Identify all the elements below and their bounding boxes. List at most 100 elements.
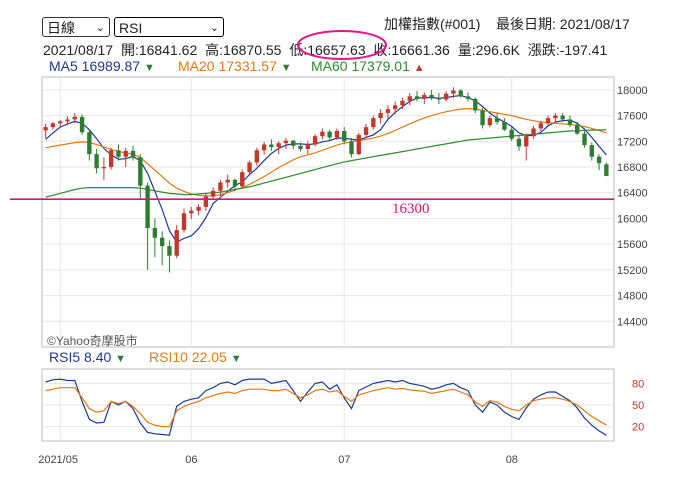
candle-body	[400, 100, 405, 106]
candle-body	[538, 123, 544, 129]
candle-body	[553, 115, 558, 119]
highlight-ellipse	[297, 30, 387, 60]
down-triangle-icon: ▼	[230, 353, 242, 365]
rsi5-line	[45, 378, 607, 436]
candle-body	[130, 150, 136, 158]
candle-body	[247, 162, 252, 173]
candle-body	[443, 93, 449, 100]
candle-body	[65, 119, 70, 122]
last-date: 最後日期: 2021/08/17	[496, 16, 630, 32]
candle-body	[385, 109, 391, 113]
candle-body	[298, 145, 303, 149]
stock-title: 加權指數(#001)	[384, 16, 481, 32]
candle-body	[72, 116, 77, 120]
candle-body	[349, 141, 354, 155]
candle-body	[458, 90, 463, 97]
price-tick-label: 15200	[617, 265, 648, 277]
rsi10-line	[45, 387, 607, 428]
candle-body	[451, 90, 456, 94]
quote-date: 2021/08/17	[43, 42, 114, 58]
indicator-select-value: RSI	[119, 20, 143, 36]
candle-body	[94, 154, 99, 169]
candle-body	[50, 123, 56, 128]
price-tick-label: 16400	[617, 188, 648, 200]
candle-body	[174, 230, 179, 256]
candle-body	[502, 122, 507, 130]
candle-body	[254, 150, 260, 163]
indicator-select[interactable]: RSI ⌄	[114, 17, 224, 37]
rsi5-label: RSI5 8.40	[49, 349, 112, 365]
candle-body	[589, 145, 594, 157]
candle-body	[196, 206, 201, 211]
ma5-label: MA5 16989.87	[49, 58, 141, 74]
candle-body	[58, 121, 63, 124]
candle-body	[138, 157, 143, 186]
candle-body	[225, 179, 230, 183]
candle-body	[392, 105, 398, 110]
candle-body	[524, 136, 529, 147]
candle-body	[363, 127, 369, 135]
candle-body	[276, 143, 281, 148]
rsi5-legend: RSI5 8.40 ▼	[49, 349, 126, 365]
candle-body	[108, 150, 114, 167]
candle-body	[560, 115, 565, 120]
candle-body	[422, 95, 427, 99]
candle-body	[203, 196, 209, 207]
rsi10-label: RSI10 22.05	[149, 349, 227, 365]
candle-body	[516, 138, 522, 147]
rsi-tick-label: 50	[632, 400, 644, 412]
candle-body	[509, 129, 514, 139]
down-triangle-icon: ▼	[115, 353, 127, 365]
candle-body	[181, 213, 187, 230]
candle-body	[320, 131, 325, 137]
candle-body	[79, 116, 85, 133]
candle-body	[116, 150, 121, 157]
candle-body	[152, 228, 158, 238]
ma20-label: MA20 17331.57	[178, 58, 277, 74]
down-triangle-icon: ▼	[280, 62, 292, 74]
price-tick-label: 16000	[617, 213, 648, 225]
candle-body	[436, 97, 442, 100]
up-triangle-icon: ▲	[413, 62, 425, 74]
price-tick-label: 14400	[617, 316, 648, 328]
quote-open: 開:16841.62	[120, 42, 198, 58]
price-tick-label: 14800	[617, 291, 648, 303]
candle-body	[342, 131, 347, 142]
candle-body	[283, 140, 289, 144]
candle-body	[604, 164, 609, 176]
candle-body	[87, 132, 92, 155]
ma60-label: MA60 17379.01	[311, 58, 410, 74]
chevron-down-icon: ⌄	[209, 22, 219, 34]
candle-body	[327, 131, 332, 138]
candle-body	[494, 118, 500, 122]
date-tick-label: 07	[338, 454, 350, 466]
candle-body	[487, 118, 493, 126]
rsi-tick-label: 20	[632, 422, 644, 434]
quote-volume: 量:296.6K	[457, 42, 520, 58]
price-tick-label: 15600	[617, 239, 648, 251]
candle-body	[407, 96, 412, 101]
candle-body	[240, 172, 245, 187]
ma5-legend: MA5 16989.87 ▼	[49, 58, 155, 74]
candle-body	[167, 246, 172, 256]
candle-body	[159, 237, 165, 247]
price-tick-label: 17600	[617, 111, 648, 123]
rsi-tick-label: 80	[632, 378, 644, 390]
candle-body	[145, 185, 150, 229]
price-tick-label: 16800	[617, 162, 648, 174]
watermark: ©Yahoo奇摩股市	[47, 333, 138, 348]
candle-body	[414, 96, 420, 99]
period-select-value: 日線	[47, 20, 75, 36]
price-tick-label: 17200	[617, 136, 648, 148]
candle-body	[232, 179, 238, 187]
price-panel	[41, 76, 615, 348]
candle-body	[123, 150, 128, 157]
chevron-down-icon: ⌄	[95, 22, 105, 34]
candle-body	[210, 190, 216, 197]
period-select[interactable]: 日線 ⌄	[42, 17, 110, 37]
quote-change: 漲跌:-197.41	[527, 42, 608, 58]
candle-body	[356, 134, 361, 155]
quote-bar: 2021/08/17 開:16841.62 高:16870.55 低:16657…	[43, 40, 611, 60]
candle-body	[305, 144, 310, 149]
